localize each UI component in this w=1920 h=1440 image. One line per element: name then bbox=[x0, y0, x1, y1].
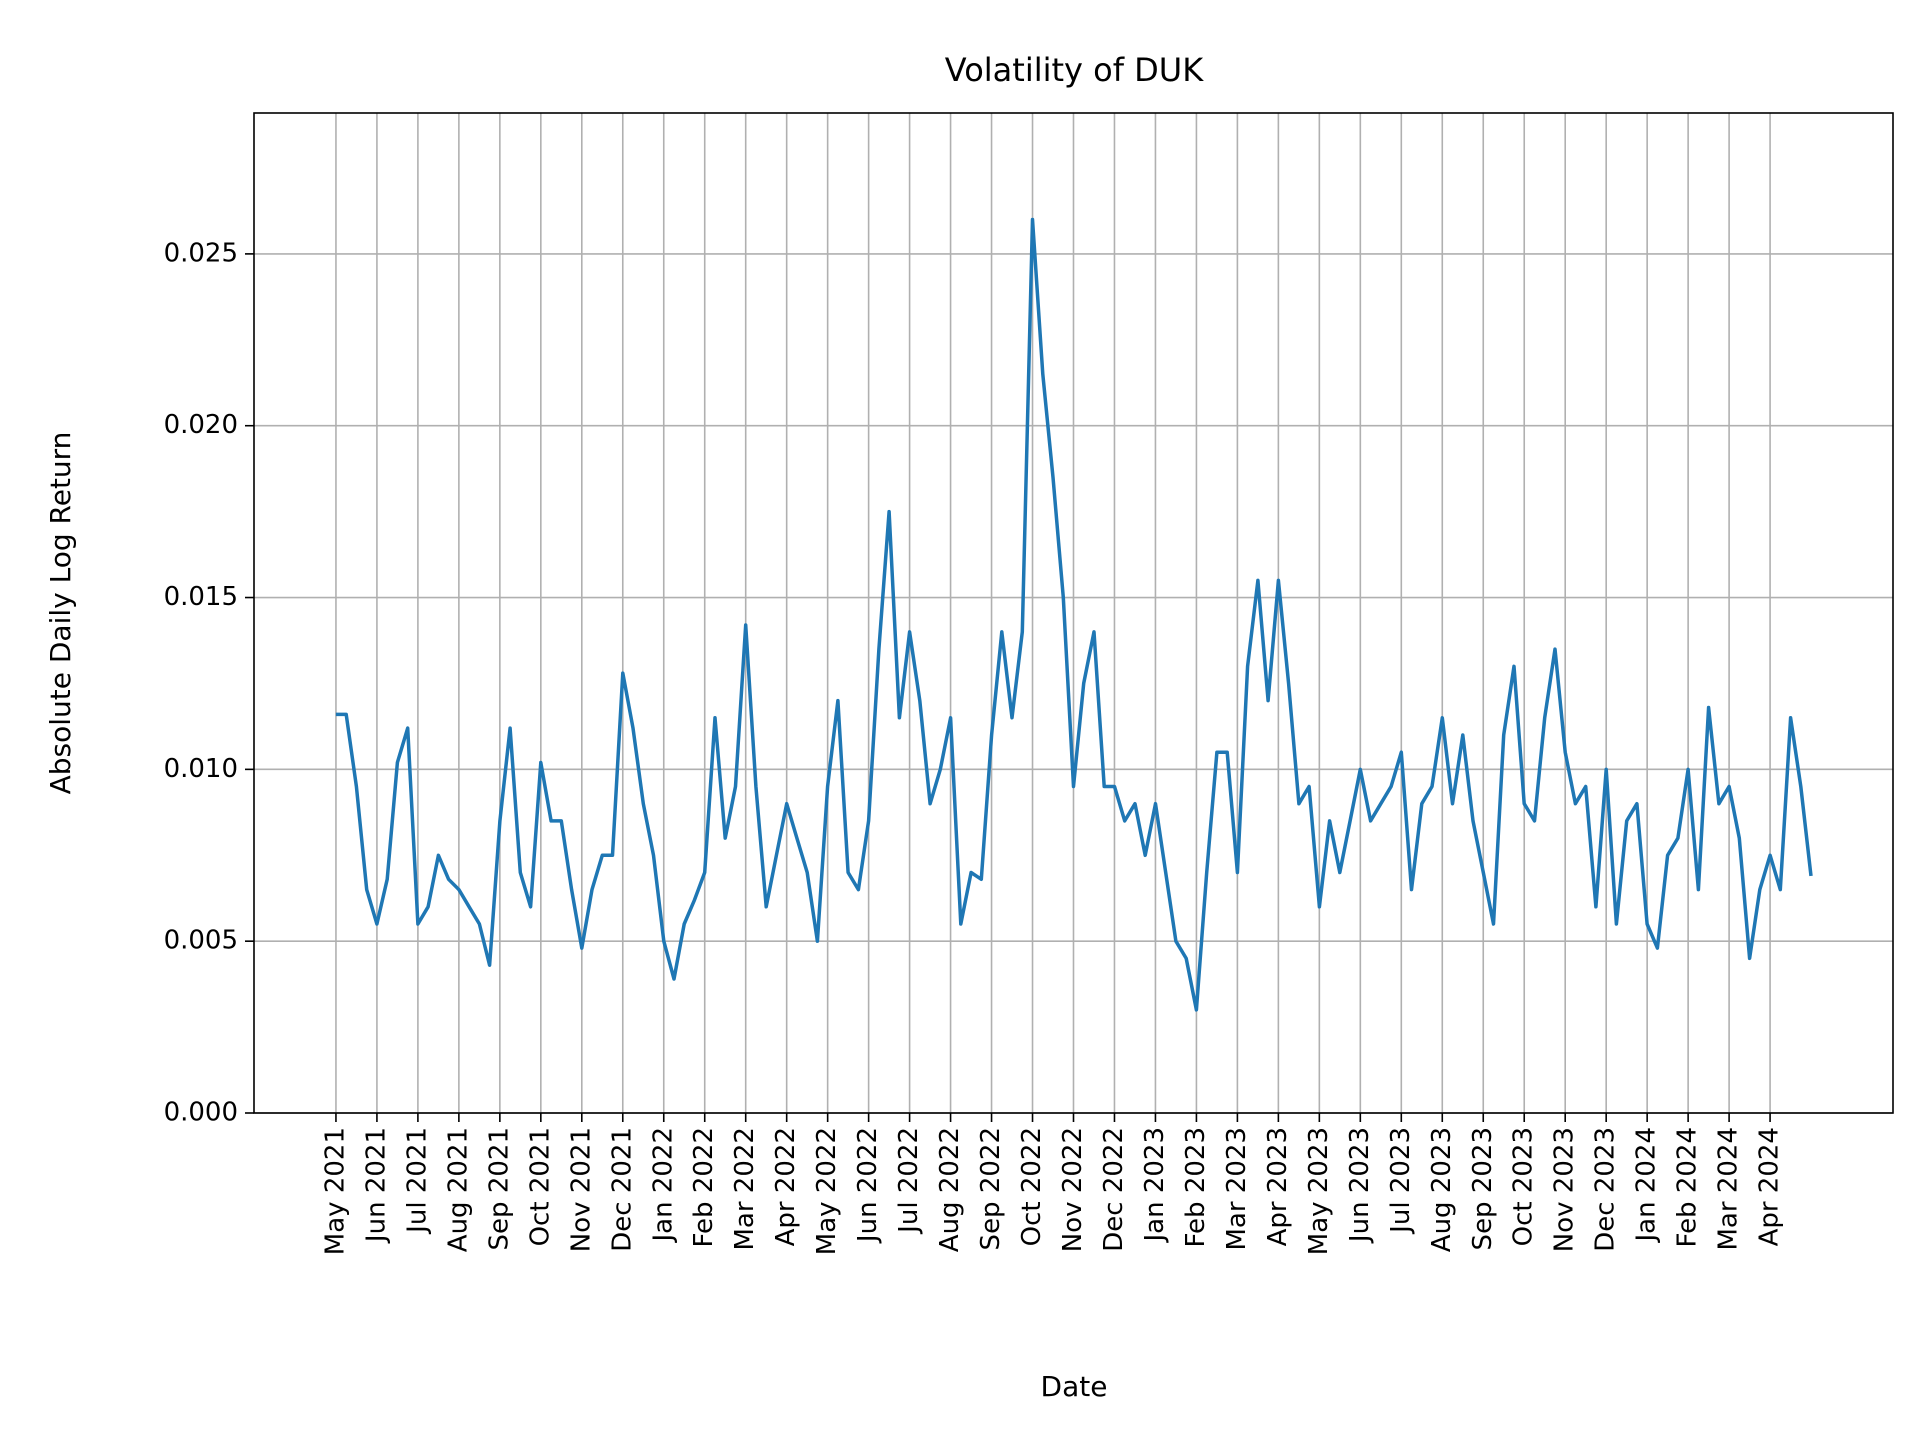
y-tick-label: 0.010 bbox=[164, 754, 238, 784]
x-tick-label: Apr 2023 bbox=[1263, 1127, 1293, 1246]
y-tick-label: 0.000 bbox=[164, 1098, 238, 1128]
y-tick-label: 0.020 bbox=[164, 410, 238, 440]
chart-title: Volatility of DUK bbox=[945, 51, 1204, 89]
x-tick-label: Nov 2023 bbox=[1550, 1127, 1580, 1252]
x-tick-label: Dec 2023 bbox=[1591, 1127, 1621, 1252]
x-tick-label: Feb 2024 bbox=[1673, 1127, 1703, 1247]
x-axis-label: Date bbox=[1041, 1370, 1108, 1403]
x-tick-label: Sep 2021 bbox=[484, 1127, 514, 1250]
x-tick-label: Mar 2024 bbox=[1714, 1127, 1744, 1251]
x-tick-label: Oct 2023 bbox=[1509, 1127, 1539, 1246]
x-tick-label: Sep 2022 bbox=[976, 1127, 1006, 1250]
x-tick-label: Jun 2022 bbox=[853, 1127, 883, 1244]
x-tick-label: Jun 2023 bbox=[1345, 1127, 1375, 1244]
data-line bbox=[335, 217, 1813, 1012]
x-tick-label: Jul 2023 bbox=[1386, 1127, 1416, 1235]
y-tick-label: 0.025 bbox=[164, 238, 238, 268]
x-tick-label: Jun 2021 bbox=[361, 1127, 391, 1244]
x-tick-label: May 2021 bbox=[320, 1127, 350, 1255]
x-tick-label: Mar 2023 bbox=[1222, 1127, 1252, 1251]
x-tick-label: Dec 2021 bbox=[607, 1127, 637, 1252]
x-tick-label: Apr 2024 bbox=[1755, 1127, 1785, 1246]
x-tick-label: Mar 2022 bbox=[730, 1127, 760, 1251]
x-tick-label: Aug 2022 bbox=[935, 1127, 965, 1252]
y-axis-label: Absolute Daily Log Return bbox=[44, 432, 77, 795]
x-tick-label: Jan 2024 bbox=[1632, 1127, 1662, 1244]
x-tick-label: Jan 2022 bbox=[648, 1127, 678, 1244]
x-tick-label: Jan 2023 bbox=[1140, 1127, 1170, 1244]
x-tick-label: Jul 2021 bbox=[402, 1127, 432, 1235]
x-tick-label: Jul 2022 bbox=[894, 1127, 924, 1235]
x-tick-label: May 2023 bbox=[1304, 1127, 1334, 1255]
x-tick-label: Oct 2021 bbox=[525, 1127, 555, 1246]
x-tick-label: Aug 2021 bbox=[443, 1127, 473, 1252]
x-tick-label: May 2022 bbox=[812, 1127, 842, 1255]
x-tick-label: Oct 2022 bbox=[1017, 1127, 1047, 1246]
x-tick-label: Feb 2023 bbox=[1181, 1127, 1211, 1247]
x-tick-label: Apr 2022 bbox=[771, 1127, 801, 1246]
x-tick-label: Nov 2021 bbox=[566, 1127, 596, 1252]
y-tick-label: 0.005 bbox=[164, 926, 238, 956]
y-tick-label: 0.015 bbox=[164, 582, 238, 612]
plot-frame bbox=[253, 112, 1894, 1114]
x-tick-label: Feb 2022 bbox=[689, 1127, 719, 1247]
x-tick-label: Nov 2022 bbox=[1058, 1127, 1088, 1252]
x-tick-label: Aug 2023 bbox=[1427, 1127, 1457, 1252]
x-tick-label: Sep 2023 bbox=[1468, 1127, 1498, 1250]
x-tick-label: Dec 2022 bbox=[1099, 1127, 1129, 1252]
